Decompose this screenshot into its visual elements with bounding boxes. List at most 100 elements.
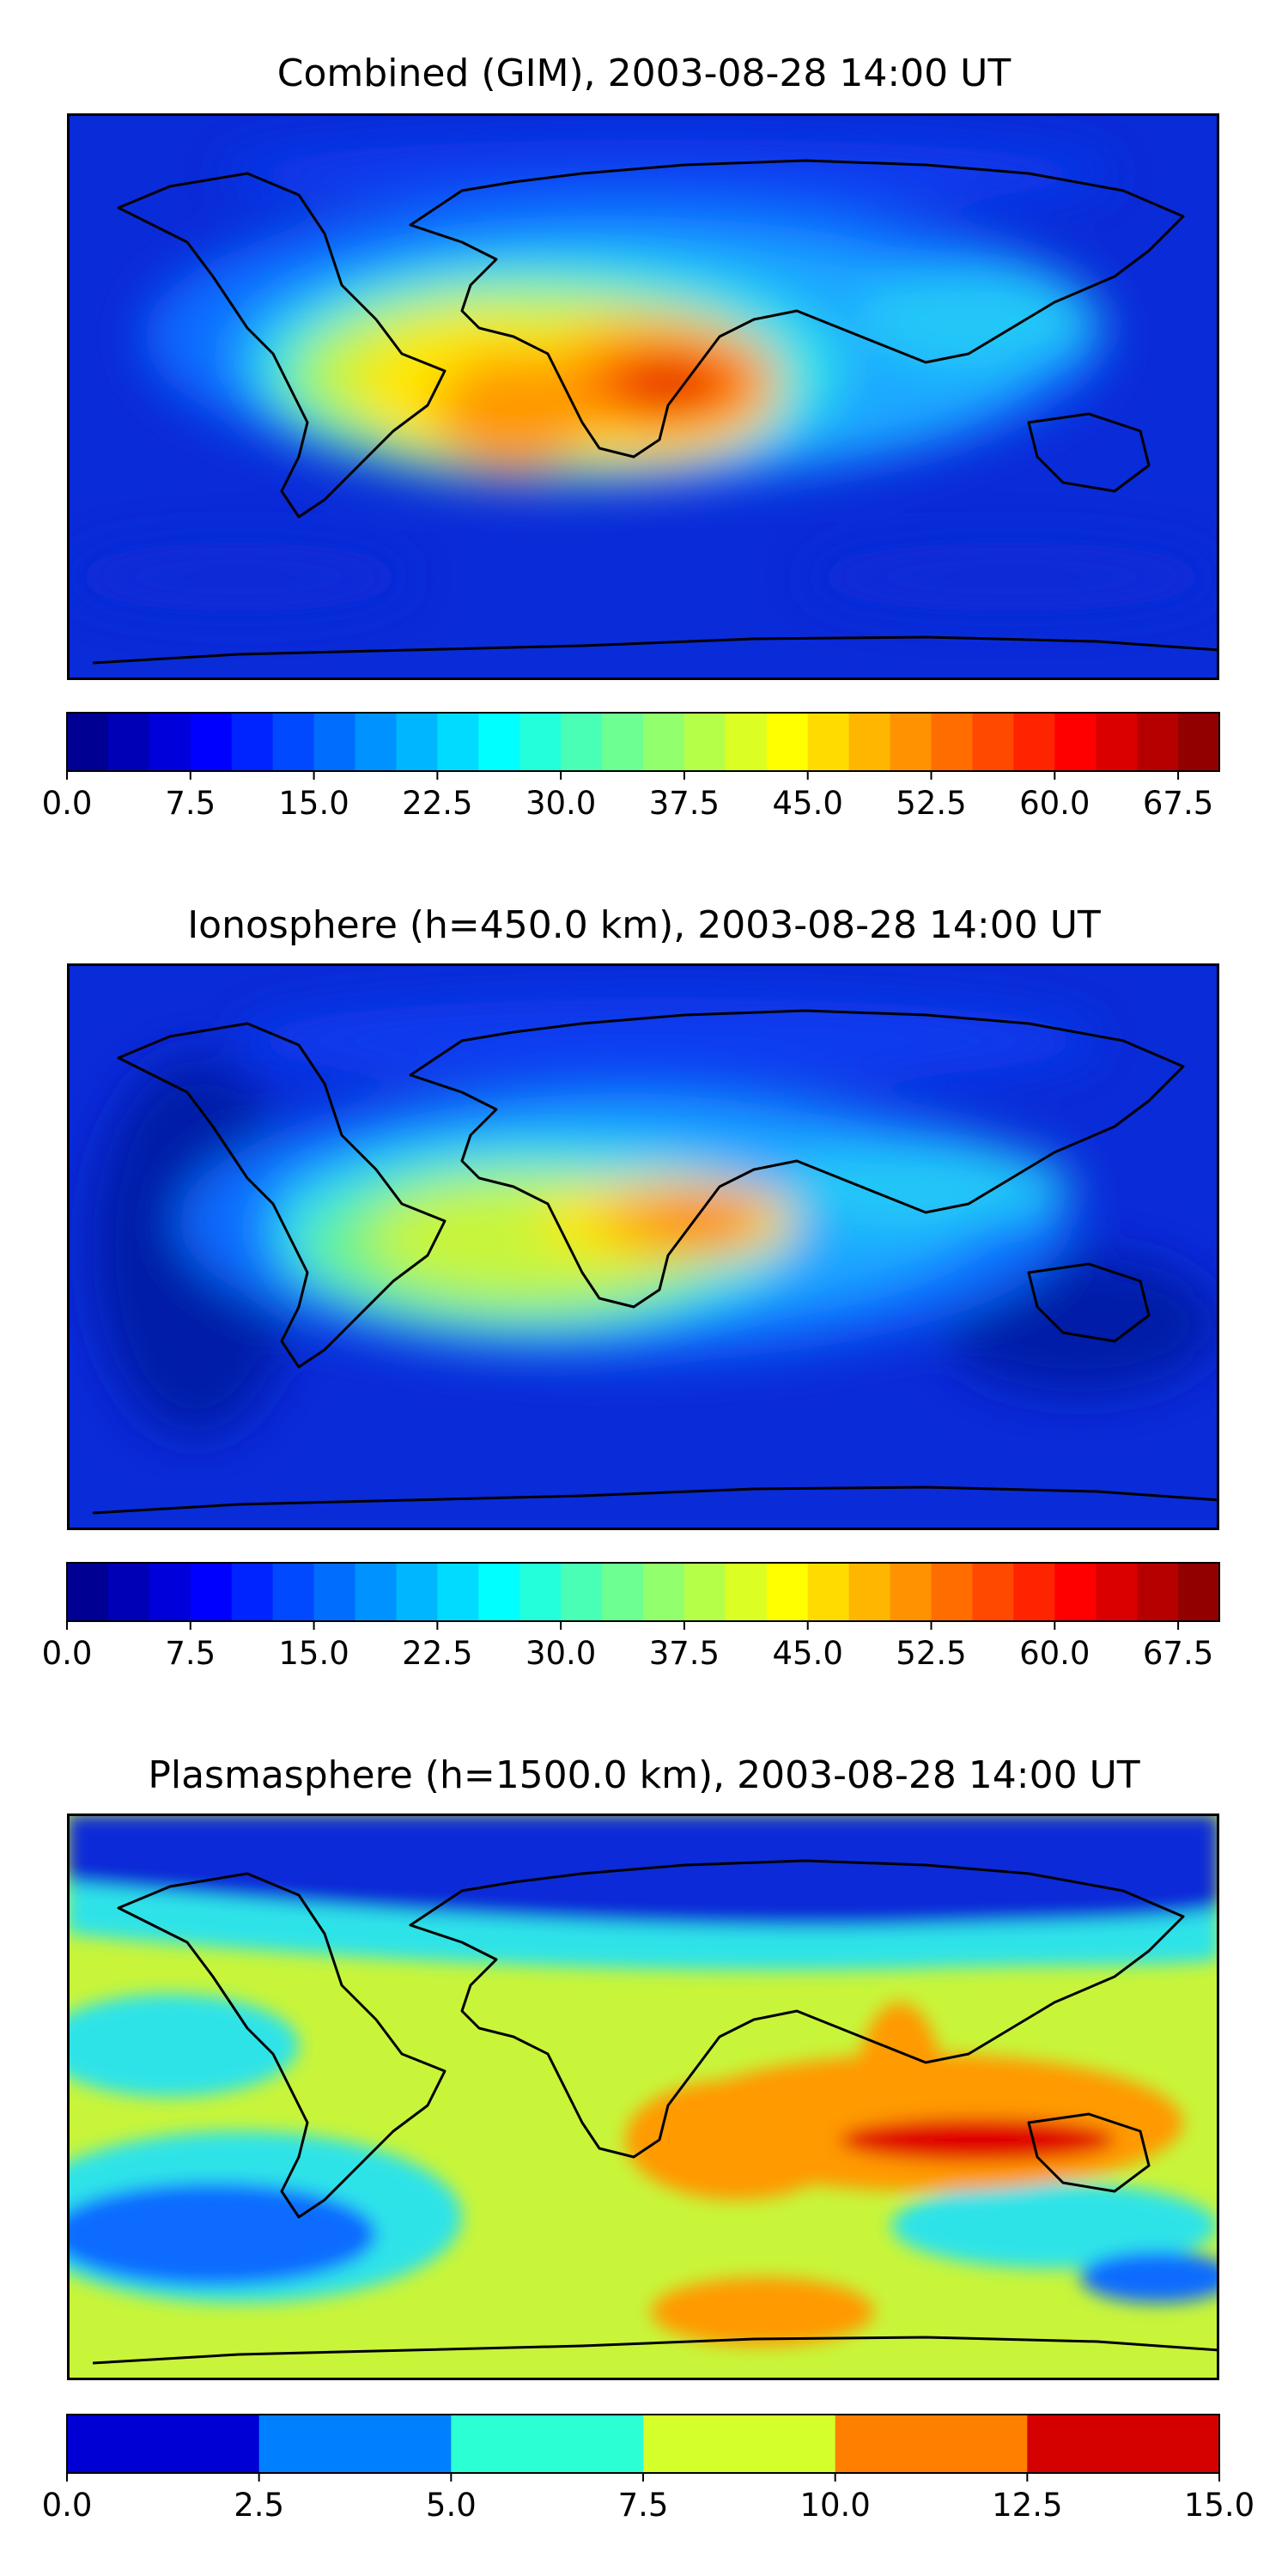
- colorbar-tick-label: 67.5: [1143, 1635, 1213, 1672]
- colorbar-segment: [931, 1563, 974, 1621]
- colorbar-segment: [190, 1563, 233, 1621]
- colorbar-tick-label: 30.0: [526, 785, 596, 822]
- colorbar-segment: [766, 713, 809, 771]
- colorbar-segment: [272, 713, 315, 771]
- colorbar-segment: [890, 713, 933, 771]
- colorbar-segment: [355, 1563, 398, 1621]
- colorbar-segment: [1137, 713, 1179, 771]
- colorbar-segment: [231, 713, 274, 771]
- colorbar-tick-label: 0.0: [42, 785, 93, 822]
- colorbar-tick-label: 7.5: [618, 2487, 669, 2524]
- colorbar-tick-label: 7.5: [165, 1635, 216, 1672]
- colorbar-segment: [643, 2415, 836, 2473]
- colorbar-segment: [602, 1563, 644, 1621]
- colorbar-segment: [683, 1563, 726, 1621]
- panel-2-title: Ionosphere (h=450.0 km), 2003-08-28 14:0…: [187, 903, 1101, 947]
- colorbar-segment: [725, 1563, 768, 1621]
- panel-2-map: [67, 963, 1219, 1530]
- colorbar-segment: [149, 713, 191, 771]
- colorbar-segment: [848, 1563, 891, 1621]
- colorbar-frame: [66, 712, 1220, 772]
- colorbar-tick-label: 60.0: [1019, 785, 1090, 822]
- colorbar-segment: [67, 1563, 109, 1621]
- colorbar-segment: [972, 1563, 1014, 1621]
- colorbar-segment: [519, 1563, 562, 1621]
- colorbar-segment: [451, 2415, 644, 2473]
- colorbar-segment: [848, 713, 891, 771]
- colorbar-segment: [313, 713, 356, 771]
- colorbar-tick-label: 52.5: [896, 1635, 966, 1672]
- colorbar-segment: [561, 1563, 603, 1621]
- colorbar-segment: [519, 713, 562, 771]
- colorbar-tick-label: 7.5: [165, 785, 216, 822]
- colorbar-segment: [478, 1563, 520, 1621]
- colorbar-segment: [1137, 1563, 1179, 1621]
- colorbar-tick-label: 45.0: [773, 1635, 843, 1672]
- colorbar-segment: [725, 713, 768, 771]
- colorbar-segment: [396, 713, 438, 771]
- colorbar-tick-label: 60.0: [1019, 1635, 1090, 1672]
- panel-1-title: Combined (GIM), 2003-08-28 14:00 UT: [276, 52, 1012, 95]
- colorbar-segment: [107, 1563, 150, 1621]
- colorbar-tick-label: 0.0: [42, 1635, 93, 1672]
- colorbar-segment: [1054, 1563, 1097, 1621]
- colorbar-segment: [1096, 1563, 1138, 1621]
- colorbar-segment: [1054, 713, 1097, 771]
- panel-3-colorbar: 0.0 2.5 5.0 7.5 10.0 12.5 15.0: [42, 2414, 1255, 2524]
- colorbar-segment: [1027, 2415, 1220, 2473]
- colorbar-tick-label: 52.5: [896, 785, 966, 822]
- colorbar-segment: [931, 713, 974, 771]
- colorbar-tick-label: 0.0: [42, 2487, 93, 2524]
- colorbar-segment: [67, 713, 109, 771]
- colorbar-segment: [1178, 713, 1220, 771]
- colorbar-tick-label: 15.0: [278, 785, 349, 822]
- colorbar-segment: [602, 713, 644, 771]
- colorbar-tick-label: 67.5: [1143, 785, 1213, 822]
- colorbar-segment: [643, 713, 685, 771]
- colorbar-segment: [313, 1563, 356, 1621]
- colorbar-tick-label: 2.5: [234, 2487, 284, 2524]
- colorbar-segment: [972, 713, 1014, 771]
- colorbar-segment: [272, 1563, 315, 1621]
- colorbar-segment: [396, 1563, 438, 1621]
- colorbar-tick-label: 37.5: [649, 785, 720, 822]
- colorbar-tick-label: 5.0: [426, 2487, 477, 2524]
- colorbar-segment: [835, 2415, 1028, 2473]
- panel-3-map: [67, 1814, 1219, 2380]
- colorbar-tick-label: 45.0: [773, 785, 843, 822]
- colorbar-tick-label: 30.0: [526, 1635, 596, 1672]
- colorbar-segment: [683, 713, 726, 771]
- colorbar-tick-label: 12.5: [992, 2487, 1062, 2524]
- panel-1-colorbar: 0.0 7.5 15.0 22.5 30.0 37.5 45.0 52.5 60.0 67.5: [42, 712, 1220, 822]
- colorbar-segment: [190, 713, 233, 771]
- colorbar-segment: [107, 713, 150, 771]
- colorbar-segment: [437, 1563, 479, 1621]
- colorbar-segment: [149, 1563, 191, 1621]
- colorbar-segment: [437, 713, 479, 771]
- colorbar-segment: [1178, 1563, 1220, 1621]
- panel-1-map: [67, 113, 1219, 680]
- colorbar-segment: [807, 713, 850, 771]
- colorbar-segment: [1096, 713, 1138, 771]
- colorbar-segment: [355, 713, 398, 771]
- colorbar-segment: [1013, 713, 1055, 771]
- colorbar-tick-label: 15.0: [278, 1635, 349, 1672]
- colorbar-frame: [66, 1562, 1220, 1622]
- colorbar-tick-label: 37.5: [649, 1635, 720, 1672]
- colorbar-tick-label: 10.0: [799, 2487, 870, 2524]
- panel-3-title: Plasmasphere (h=1500.0 km), 2003-08-28 1…: [148, 1753, 1140, 1797]
- colorbar-segment: [231, 1563, 274, 1621]
- colorbar-tick-label: 22.5: [402, 1635, 472, 1672]
- panel-2-colorbar: 0.0 7.5 15.0 22.5 30.0 37.5 45.0 52.5 60.0 67.5: [42, 1562, 1220, 1672]
- colorbar-tick-label: 22.5: [402, 785, 472, 822]
- colorbar-segment: [1013, 1563, 1055, 1621]
- colorbar-segment: [67, 2415, 260, 2473]
- colorbar-segment: [766, 1563, 809, 1621]
- colorbar-segment: [561, 713, 603, 771]
- colorbar-segment: [643, 1563, 685, 1621]
- colorbar-segment: [890, 1563, 933, 1621]
- colorbar-tick-label: 15.0: [1184, 2487, 1255, 2524]
- colorbar-segment: [807, 1563, 850, 1621]
- colorbar-segment: [258, 2415, 452, 2473]
- colorbar-segment: [478, 713, 520, 771]
